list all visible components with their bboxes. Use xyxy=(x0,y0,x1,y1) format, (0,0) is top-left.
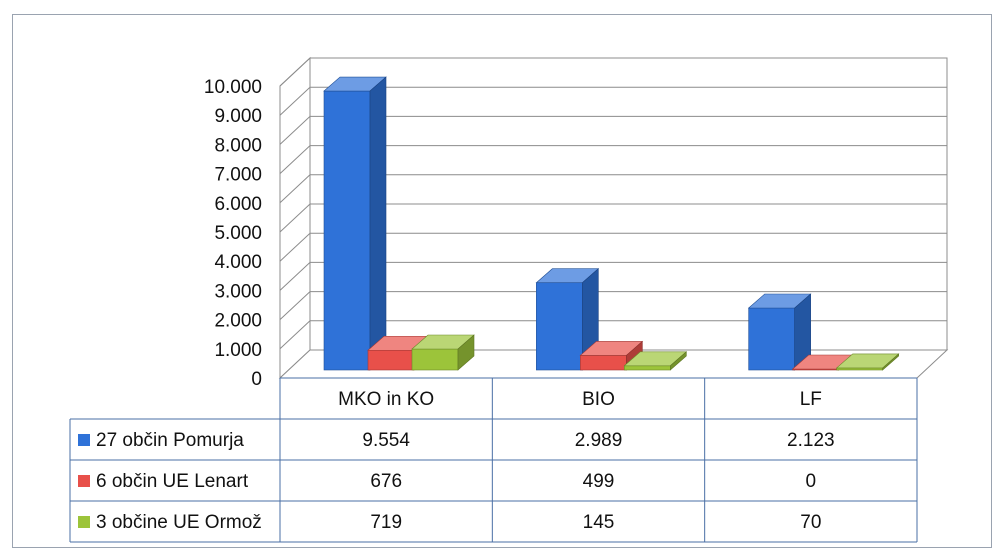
gridline xyxy=(279,145,947,174)
bar-front xyxy=(836,367,883,371)
bar-front xyxy=(580,355,627,371)
data-label: 499 xyxy=(583,471,615,492)
gridline xyxy=(279,232,947,262)
bar-side xyxy=(457,334,475,371)
y-tick-label: 3.000 xyxy=(214,281,262,302)
data-label: 145 xyxy=(583,512,615,533)
bar-front xyxy=(411,348,459,371)
bars xyxy=(323,76,900,371)
gridlines xyxy=(279,57,947,350)
gridline xyxy=(279,261,947,291)
gridline xyxy=(279,115,947,145)
category-label: MKO in KO xyxy=(338,389,434,410)
bar-front xyxy=(748,307,795,371)
y-tick-label: 10.000 xyxy=(204,77,262,98)
y-tick-label: 4.000 xyxy=(214,252,262,273)
gridline xyxy=(279,57,947,87)
y-axis-ticks: 0 1.000 2.000 3.000 4.000 5.000 6.000 7.000 8.00… xyxy=(204,77,262,390)
y-tick-label: 0 xyxy=(251,369,262,390)
bar-front xyxy=(624,365,671,371)
legend-label: 3 občine UE Ormož xyxy=(96,512,262,533)
gridline xyxy=(279,203,947,233)
y-tick-label: 8.000 xyxy=(214,135,262,156)
legend-swatch xyxy=(78,434,90,446)
legend-swatch xyxy=(78,516,90,528)
y-tick-label: 9.000 xyxy=(214,106,262,127)
data-label: 2.989 xyxy=(575,430,623,451)
y-tick-label: 2.000 xyxy=(214,311,262,332)
category-label: BIO xyxy=(582,389,615,410)
legend-swatch xyxy=(78,475,90,487)
y-tick-label: 6.000 xyxy=(214,194,262,215)
data-label: 676 xyxy=(370,471,402,492)
gridline xyxy=(279,291,947,320)
y-tick-label: 1.000 xyxy=(214,340,262,361)
gridline xyxy=(279,174,947,204)
bar-side xyxy=(882,353,899,371)
bar-front xyxy=(367,349,415,371)
gridline xyxy=(279,86,947,116)
data-label: 2.123 xyxy=(787,430,835,451)
y-tick-label: 7.000 xyxy=(214,165,262,186)
legend-label: 6 občin UE Lenart xyxy=(96,471,249,492)
gridline xyxy=(279,320,947,350)
bar-front xyxy=(536,282,583,371)
y-tick-label: 5.000 xyxy=(214,223,262,244)
bar-side xyxy=(369,76,387,371)
data-table: MKO in KO BIO LF 27 občin Pomurja 9.554 2.989… xyxy=(69,377,918,543)
data-label: 70 xyxy=(800,512,821,533)
category-label: LF xyxy=(800,389,822,410)
bar-side xyxy=(670,351,687,371)
data-label: 9.554 xyxy=(362,430,410,451)
data-label: 0 xyxy=(806,471,817,492)
legend-label: 27 občin Pomurja xyxy=(96,430,244,451)
data-label: 719 xyxy=(370,512,402,533)
bar-front xyxy=(323,90,371,371)
